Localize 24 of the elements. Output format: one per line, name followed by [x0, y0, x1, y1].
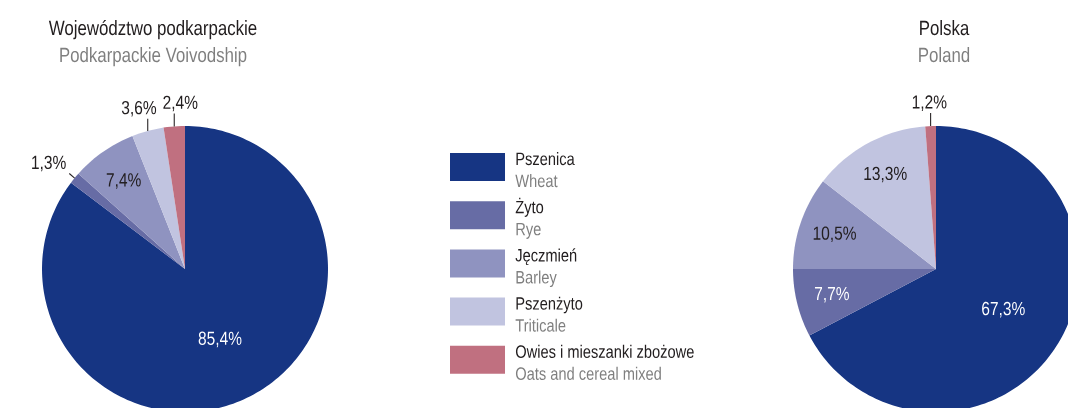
text: Oats and cereal mixed — [515, 366, 661, 380]
legend-label: Żyto — [515, 197, 544, 217]
data-label: 67,3% — [982, 301, 1025, 318]
text: Rye — [516, 222, 541, 239]
data-label: 85,4% — [198, 331, 242, 348]
data-label: 13,3% — [864, 166, 907, 183]
data-label: 7,4% — [106, 173, 141, 189]
text: Triticale — [515, 318, 566, 332]
data-label: 1,2% — [912, 95, 947, 111]
legend-label: Owies i mieszanki zbożowe — [515, 344, 694, 358]
legend-label: Jęczmień — [515, 248, 577, 266]
data-label: 10,5% — [813, 226, 856, 243]
legend-label: Pszenżyto — [516, 296, 583, 314]
text: Barley — [516, 270, 557, 288]
legend-label: Pszenica — [516, 152, 575, 166]
chart-title: Polska — [920, 20, 970, 36]
chart-subtitle: Poland — [919, 47, 970, 63]
text: Wheat — [515, 174, 558, 188]
chart-subtitle: Podkarpackie Voivodship — [60, 47, 247, 67]
data-label: 3,6% — [121, 100, 157, 117]
data-label: 7,7% — [814, 286, 849, 303]
data-label: 1,3% — [32, 155, 66, 172]
chart-title: Województwo podkarpackie — [48, 19, 257, 40]
data-label: 2,4% — [163, 95, 198, 112]
